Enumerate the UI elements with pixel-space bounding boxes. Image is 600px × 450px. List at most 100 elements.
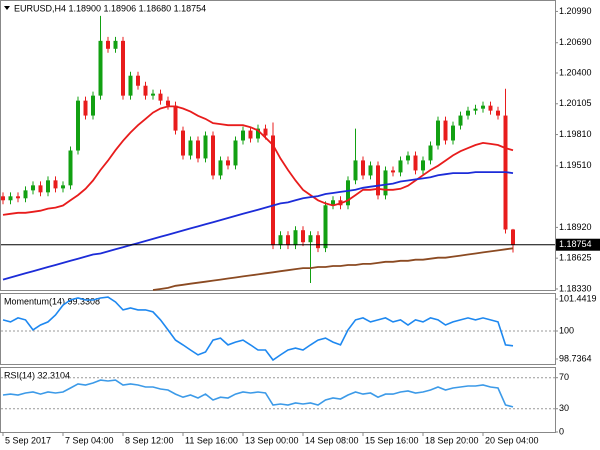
candle-body [421,160,425,171]
candle-body [413,155,418,171]
candle-body [331,200,335,206]
candle-body [1,196,5,201]
y-tick-label: 1.18625 [559,253,592,263]
candle-body [428,145,433,161]
candle-body [91,95,95,116]
candle-body [76,100,80,151]
candle-body [361,160,365,176]
candle-body [38,185,43,193]
candle-body [166,100,170,106]
y-tick-label: 1.20690 [559,37,592,47]
indicator-line [2,296,514,362]
last-price-label: 1.18754 [559,239,592,249]
y-tick-label: 1.20400 [559,67,592,77]
candle-body [458,115,463,126]
candle-body [286,235,290,246]
x-tick-label: 7 Sep 04:00 [65,435,114,445]
symbol-menu-icon [4,6,10,10]
x-tick-label: 20 Sep 04:00 [485,435,539,445]
x-tick-label: 14 Sep 08:00 [305,435,359,445]
candle-body [68,150,73,186]
candle-body [136,75,140,86]
moving-average [2,171,514,281]
last-price-box [556,238,600,251]
candle-body [158,93,163,101]
panel-title: EURUSD,H4 1.18900 1.18906 1.18680 1.1875… [14,3,206,13]
panel-title: RSI(14) 32.3104 [4,370,70,380]
candle-body [473,108,478,111]
y-tick-label: 101.4419 [559,293,597,303]
y-tick-label: 100 [559,325,574,335]
candle-body [406,155,410,161]
candle-body [241,130,245,141]
candle-body [16,196,20,199]
candle-body [436,120,440,146]
candle-body [143,85,148,96]
y-tick-label: 98.7364 [559,353,592,363]
candle-body [23,190,28,199]
x-tick-label: 8 Sep 12:00 [125,435,174,445]
candle-body [301,230,305,243]
panel-title: Momentum(14) 99.3308 [4,296,100,306]
candle-body [53,180,58,189]
candle-body [151,93,155,96]
candle-body [451,125,455,141]
x-tick-label: 18 Sep 20:00 [425,435,479,445]
y-tick-label: 70 [559,372,569,382]
candle-body [61,185,65,189]
x-tick-label: 15 Sep 16:00 [365,435,419,445]
candle-body [316,235,320,249]
moving-average [2,105,514,216]
y-tick-label: 1.18330 [559,283,592,293]
y-tick-label: 1.18920 [559,222,592,232]
candle-body [128,75,133,96]
candle-body [256,128,260,139]
candle-body [466,110,470,116]
rsi-panel [0,367,556,433]
candle-body [46,180,50,193]
candle-body [8,196,13,201]
candle-body [173,105,178,131]
candle-body [376,165,380,196]
candle-body [83,100,88,116]
indicator-line [2,379,514,408]
momentum-panel [0,293,556,365]
candle-body [211,135,215,176]
candle-body [368,165,373,176]
candle-body [233,140,238,166]
y-tick-label: 1.20990 [559,6,592,16]
y-tick-label: 0 [559,426,564,436]
candle-body [481,105,485,109]
candle-body [488,105,493,111]
candle-body [121,40,125,96]
main-panel [0,0,556,291]
candle-body [248,130,253,139]
candle-body [113,40,118,49]
candle-body [346,180,350,206]
candle-body [293,230,298,246]
candle-body [98,40,103,96]
candle-body [31,185,35,191]
candle-body [263,128,268,136]
x-tick-label: 5 Sep 2017 [5,435,51,445]
y-tick-label: 1.19810 [559,129,592,139]
candle-body [278,235,283,246]
candle-body [106,40,110,49]
candle-body [203,135,208,159]
candle-body [353,160,358,181]
candle-body [323,205,328,249]
candle-body [308,235,313,243]
candle-body [383,170,388,196]
candle-body [398,160,403,173]
candle-body [511,229,515,245]
x-tick-label: 13 Sep 00:00 [245,435,299,445]
y-tick-label: 1.19510 [559,160,592,170]
candle-body [391,170,395,173]
candle-body [496,110,500,116]
candle-body [218,160,223,176]
candle-body [226,160,230,166]
candle-body [271,135,275,246]
y-tick-label: 30 [559,403,569,413]
